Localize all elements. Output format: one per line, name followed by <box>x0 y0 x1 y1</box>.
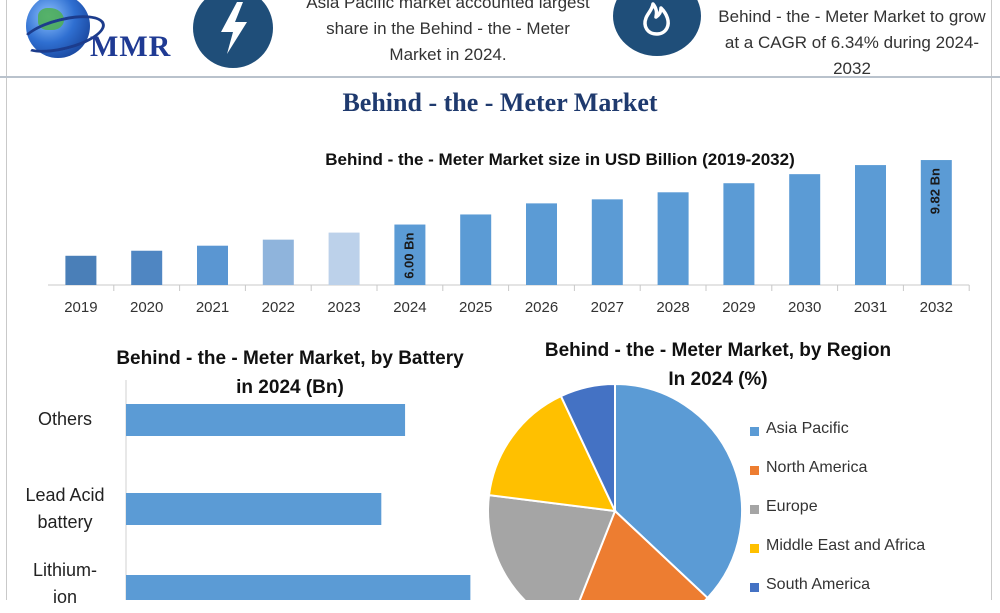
page-title: Behind - the - Meter Market <box>342 88 658 117</box>
x-tick-label: 2027 <box>591 299 624 316</box>
x-tick-label: 2029 <box>722 299 755 316</box>
size-bar <box>131 250 163 285</box>
lightning-bolt-icon <box>193 0 273 68</box>
legend-swatch <box>750 505 759 514</box>
battery-bar <box>126 493 382 525</box>
battery-category-label: Others <box>37 409 93 429</box>
size-chart-title: Behind - the - Meter Market size in USD … <box>325 150 795 169</box>
size-bar <box>197 245 228 285</box>
size-bar <box>789 174 821 285</box>
size-bar <box>657 192 689 285</box>
x-tick-label: 2020 <box>130 299 163 316</box>
region-pie-chart <box>487 382 743 600</box>
header-divider <box>0 76 1000 78</box>
x-tick-label: 2021 <box>196 299 229 316</box>
x-tick-label: 2030 <box>788 299 821 316</box>
infographic-frame <box>6 0 992 600</box>
size-bar <box>65 255 97 285</box>
mmr-logo: MMR <box>14 0 184 70</box>
size-bar <box>460 214 492 285</box>
size-bar <box>526 203 557 285</box>
flame-icon <box>613 0 701 56</box>
region-chart-title: Behind - the - Meter Market, by Region I… <box>544 340 892 390</box>
battery-bar <box>126 404 406 436</box>
pie-slice <box>487 493 617 600</box>
pie-slice <box>487 394 617 513</box>
cagr-note: Behind - the - Meter Market to grow at a… <box>718 7 986 78</box>
x-tick-label: 2031 <box>854 299 887 316</box>
size-bar <box>723 183 755 285</box>
bar-data-label: 9.82 Bn <box>928 168 943 214</box>
size-bar <box>394 224 426 285</box>
battery-category-label: Lead Acid battery <box>25 485 105 532</box>
x-tick-label: 2024 <box>393 299 426 316</box>
legend-swatch <box>750 583 759 592</box>
size-bar <box>262 239 294 285</box>
x-tick-label: 2028 <box>656 299 689 316</box>
x-tick-label: 2025 <box>459 299 492 316</box>
market-size-bar-chart: 2019 2020 2021 2022 2023 2024 6.00 Bn 2025 2026 2… <box>48 160 970 316</box>
x-tick-label: 2023 <box>327 299 360 316</box>
logo-text: MMR <box>90 30 172 63</box>
x-tick-label: 2026 <box>525 299 558 316</box>
x-tick-label: 2019 <box>64 299 97 316</box>
battery-chart-title: Behind - the - Meter Market, by Battery … <box>116 348 464 398</box>
legend-swatch <box>750 427 759 436</box>
legend-swatch <box>750 466 759 475</box>
battery-category-label: Lithium- ion <box>32 560 98 607</box>
pie-slice <box>559 382 616 512</box>
bar-data-label: 6.00 Bn <box>401 232 416 278</box>
x-tick-label: 2022 <box>262 299 295 316</box>
legend-swatch <box>750 544 759 553</box>
pie-slice <box>614 382 743 600</box>
battery-bar-chart <box>125 380 471 600</box>
pie-slice <box>578 509 709 600</box>
size-bar <box>591 199 623 285</box>
asia-pacific-share-note: Asia Pacific market accounted largest sh… <box>306 0 590 64</box>
size-bar <box>328 232 360 285</box>
size-bar <box>920 160 952 285</box>
size-bar <box>855 165 886 285</box>
battery-bar <box>126 575 471 600</box>
x-tick-label: 2032 <box>920 299 953 316</box>
